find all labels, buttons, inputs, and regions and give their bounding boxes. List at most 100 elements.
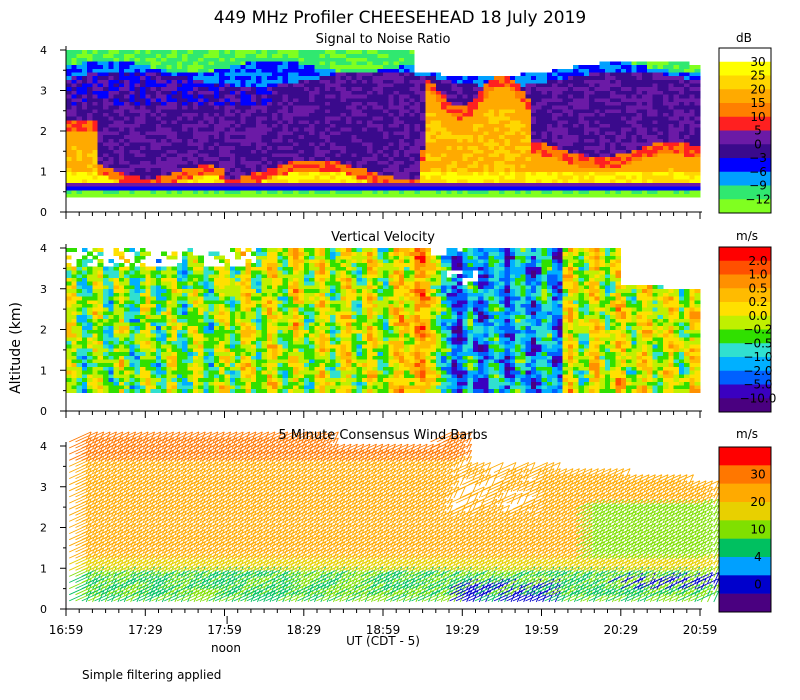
- field-cell: [229, 112, 236, 117]
- field-cell: [298, 189, 305, 194]
- field-cell: [435, 193, 442, 198]
- field-cell: [557, 193, 564, 198]
- field-cell: [356, 167, 363, 172]
- field-cell: [552, 134, 558, 139]
- field-cell: [351, 138, 357, 143]
- field-cell: [203, 119, 210, 125]
- field-cell: [409, 175, 416, 180]
- field-cell: [441, 134, 447, 139]
- field-cell: [425, 97, 431, 102]
- field-cell: [287, 75, 294, 80]
- field-cell: [530, 178, 537, 183]
- field-cell: [541, 83, 548, 88]
- field-cell: [182, 57, 188, 62]
- field-cell: [282, 131, 289, 136]
- field-cell: [330, 149, 336, 154]
- field-cell: [388, 50, 394, 55]
- field-cell: [97, 116, 104, 121]
- field-cell: [166, 186, 173, 191]
- field-cell: [414, 79, 421, 84]
- field-cell: [150, 167, 157, 172]
- field-cell: [66, 149, 72, 154]
- field-cell: [462, 90, 468, 95]
- field-cell: [245, 134, 252, 139]
- field-cell: [203, 97, 210, 102]
- field-cell: [409, 83, 416, 88]
- field-cell: [192, 119, 199, 125]
- field-cell: [229, 101, 236, 106]
- field-cell: [636, 86, 643, 91]
- field-cell: [673, 64, 680, 69]
- field-cell: [335, 90, 342, 95]
- field-cell: [277, 86, 284, 91]
- field-cell: [330, 86, 336, 91]
- field-cell: [404, 142, 410, 147]
- field-cell: [261, 123, 268, 128]
- field-cell: [87, 149, 93, 154]
- field-cell: [647, 79, 653, 84]
- field-cell: [631, 83, 637, 88]
- field-cell: [303, 57, 310, 62]
- field-cell: [113, 101, 120, 106]
- field-cell: [219, 64, 225, 69]
- field-cell: [409, 131, 416, 136]
- field-cell: [684, 90, 690, 95]
- field-cell: [277, 134, 284, 139]
- field-cell: [430, 167, 437, 172]
- field-cell: [240, 79, 247, 84]
- field-cell: [541, 127, 548, 132]
- field-cell: [224, 94, 231, 99]
- field-cell: [256, 75, 262, 80]
- field-cell: [203, 127, 210, 132]
- field-cell: [520, 156, 527, 161]
- field-cell: [689, 160, 696, 165]
- field-cell: [287, 50, 294, 55]
- field-cell: [663, 127, 669, 132]
- field-cell: [335, 64, 342, 69]
- field-cell: [610, 149, 616, 154]
- field-cell: [324, 72, 331, 77]
- field-cell: [414, 61, 421, 66]
- field-cell: [129, 57, 136, 62]
- field-cell: [456, 57, 463, 62]
- field-cell: [520, 72, 527, 77]
- field-cell: [213, 57, 220, 62]
- field-cell: [499, 175, 505, 180]
- field-cell: [203, 72, 210, 77]
- field-cell: [694, 116, 701, 121]
- field-cell: [478, 72, 484, 77]
- field-cell: [240, 94, 247, 99]
- field-cell: [626, 134, 632, 139]
- colorbar-level: 10: [750, 110, 765, 124]
- field-cell: [261, 175, 268, 180]
- field-cell: [367, 53, 373, 58]
- field-cell: [113, 171, 120, 176]
- field-cell: [81, 336, 88, 342]
- field-cell: [71, 348, 77, 353]
- field-cell: [319, 145, 326, 150]
- field-cell: [118, 112, 125, 117]
- field-cell: [493, 178, 500, 183]
- field-cell: [166, 94, 173, 99]
- field-cell: [398, 97, 405, 102]
- field-cell: [150, 138, 157, 143]
- field-cell: [694, 57, 701, 62]
- field-cell: [108, 57, 114, 62]
- field-cell: [567, 94, 574, 99]
- colorbar-frame: [718, 47, 772, 214]
- field-cell: [377, 108, 384, 113]
- field-cell: [451, 108, 458, 113]
- field-cell: [404, 94, 410, 99]
- field-cell: [541, 145, 548, 150]
- field-cell: [219, 108, 225, 113]
- field-cell: [229, 53, 236, 58]
- field-cell: [351, 178, 357, 183]
- field-cell: [245, 167, 252, 172]
- field-cell: [626, 94, 632, 99]
- field-cell: [435, 75, 442, 80]
- field-cell: [139, 186, 146, 191]
- field-cell: [430, 64, 437, 69]
- field-cell: [287, 101, 294, 106]
- field-cell: [102, 101, 109, 106]
- field-cell: [594, 186, 601, 191]
